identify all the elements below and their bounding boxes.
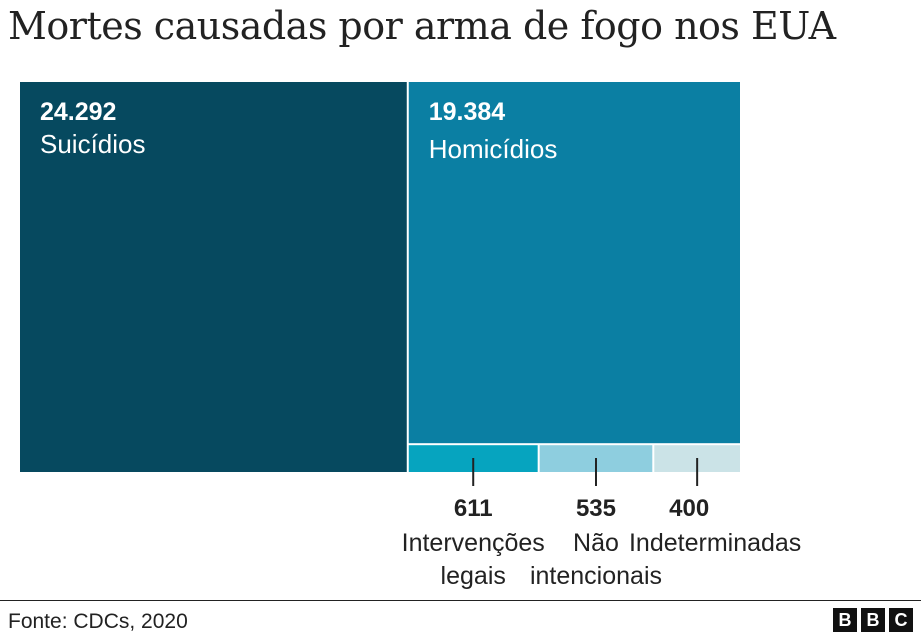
- category-label-intervencoes-legais: Intervenções: [402, 529, 545, 557]
- category-label-homicidios: Homicídios: [429, 134, 558, 164]
- treemap-chart: 24.292 Suicídios 19.384 Homicídios 611 Interv…: [20, 82, 801, 590]
- bbc-logo-letter: B: [833, 608, 857, 632]
- source-note: Fonte: CDCs, 2020: [8, 610, 188, 633]
- bbc-logo-letter: B: [861, 608, 885, 632]
- treemap-cell-suicidios: [20, 82, 407, 472]
- treemap-cell-homicidios: [408, 82, 740, 444]
- category-label-nao-intencionais: intencionais: [530, 562, 662, 590]
- category-label-intervencoes-legais: legais: [441, 562, 506, 590]
- value-label-suicidios: 24.292: [40, 98, 116, 126]
- bbc-logo-letter: C: [889, 608, 913, 632]
- value-label-nao-intencionais: 535: [576, 495, 616, 522]
- footer-divider: [0, 600, 921, 601]
- category-label-suicidios: Suicídios: [40, 129, 146, 159]
- value-label-intervencoes-legais: 611: [454, 495, 493, 522]
- category-label-nao-intencionais: Não: [573, 529, 619, 557]
- chart-title: Mortes causadas por arma de fogo nos EUA: [8, 4, 836, 48]
- bbc-logo: B B C: [833, 608, 913, 632]
- value-label-homicidios: 19.384: [429, 98, 506, 126]
- value-label-indeterminadas: 400: [669, 495, 709, 522]
- category-label-indeterminadas: Indeterminadas: [629, 529, 801, 557]
